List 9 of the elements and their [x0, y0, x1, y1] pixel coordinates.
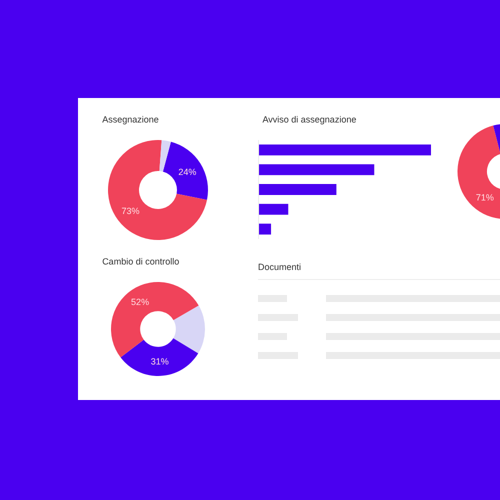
- data-label: 71%: [476, 192, 494, 202]
- text: Documenti: [258, 262, 302, 272]
- data-label: 52%: [131, 296, 150, 307]
- data-label: 73%: [122, 206, 140, 216]
- data-label: 24%: [178, 166, 196, 177]
- chart-title: Assegnazione: [102, 114, 159, 124]
- data-label: 31%: [150, 356, 169, 366]
- chart-title: Avviso di assegnazione: [262, 114, 356, 124]
- chart-title: Cambio di controllo: [102, 256, 180, 266]
